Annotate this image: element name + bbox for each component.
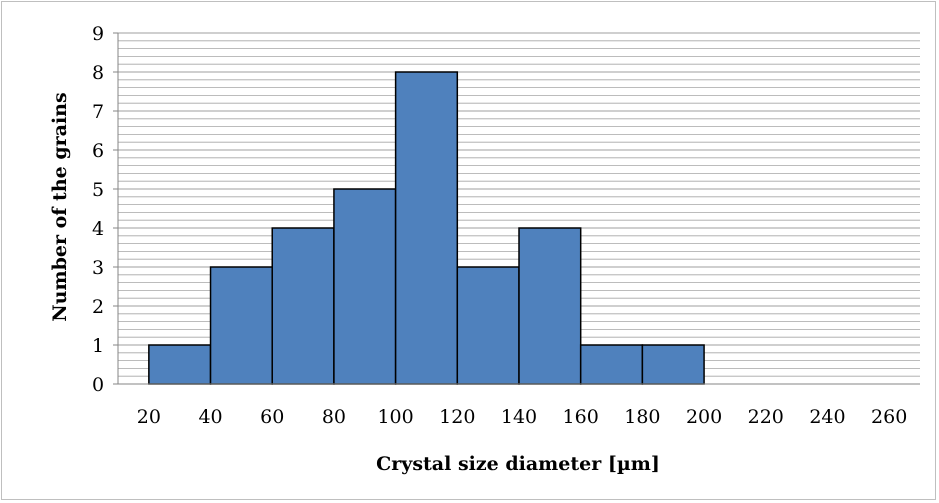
bars: [148, 71, 705, 385]
y-tick-label: 1: [92, 335, 104, 357]
y-axis-title: Number of the grains: [49, 92, 71, 321]
x-tick-label: 100: [377, 406, 413, 428]
x-tick-label: 200: [686, 406, 722, 428]
x-axis-title: Crystal size diameter [µm]: [376, 453, 660, 475]
y-tick-label: 5: [92, 179, 104, 201]
bar-140: [456, 266, 520, 385]
x-tick-labels: 20 40 60 80 100 120 140 160 180 200 220 240 260: [137, 406, 908, 428]
x-tick-label: 160: [563, 406, 599, 428]
axes: [113, 32, 920, 385]
y-tick-label: 4: [92, 218, 104, 240]
bar-40: [148, 344, 212, 385]
bar-180: [579, 344, 644, 385]
x-tick-label: 220: [748, 406, 784, 428]
x-tick-label: 80: [322, 406, 346, 428]
y-tick-label: 8: [92, 62, 104, 84]
x-tick-label: 240: [809, 406, 845, 428]
x-tick-label: 120: [439, 406, 475, 428]
bar-100: [333, 188, 397, 385]
y-tick-label: 2: [92, 296, 104, 318]
bar-80: [271, 227, 335, 385]
x-tick-label: 60: [260, 406, 284, 428]
x-tick-label: 260: [871, 406, 907, 428]
y-tick-label: 7: [92, 101, 104, 123]
y-tick-label: 6: [92, 140, 104, 162]
bar-200: [641, 344, 705, 385]
y-tick-label: 0: [92, 374, 104, 396]
bar-60: [209, 266, 273, 385]
x-tick-label: 40: [198, 406, 222, 428]
x-tick-label: 20: [137, 406, 161, 428]
x-tick-label: 180: [624, 406, 660, 428]
y-tick-labels: 0 1 2 3 4 5 6 7 8 9: [92, 23, 104, 396]
x-tick-label: 140: [501, 406, 537, 428]
y-tick-label: 3: [92, 257, 104, 279]
y-tick-label: 9: [92, 23, 104, 45]
bar-120: [394, 71, 459, 385]
bar-160: [518, 227, 582, 385]
